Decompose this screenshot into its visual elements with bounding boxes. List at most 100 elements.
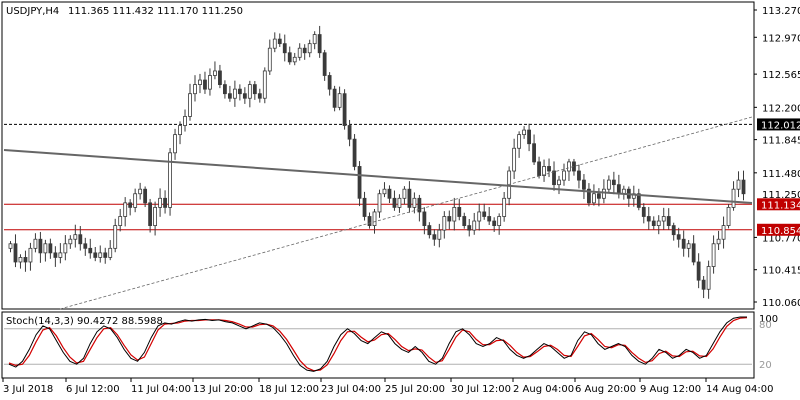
- candle-body: [148, 202, 153, 226]
- candle-body: [78, 234, 83, 245]
- x-tick-label: 3 Jul 2018: [3, 384, 53, 395]
- candle-body: [562, 170, 566, 181]
- axis-layer: 113.270 112.970 112.565 112.200 111.845 111.4…: [2, 6, 800, 395]
- price-label-box: [757, 198, 800, 211]
- candle-body: [457, 206, 462, 217]
- candle-body: [477, 211, 482, 222]
- y-tick-label: 112.565: [762, 70, 800, 81]
- candle-body: [407, 188, 412, 208]
- stoch-signal-line: [8, 317, 748, 372]
- descending-trendline: [3, 149, 753, 204]
- candle-body: [706, 266, 711, 290]
- candle-body: [103, 252, 108, 258]
- candle-body: [721, 225, 726, 240]
- candle-body: [462, 216, 467, 226]
- candle-body: [188, 93, 192, 117]
- candle-body: [387, 188, 392, 199]
- stoch-layer: [4, 316, 752, 372]
- candle-body: [557, 179, 561, 186]
- candle-body: [123, 202, 128, 217]
- stoch-main-line: [8, 316, 747, 372]
- ohlc-readout: 111.365 111.432 111.170 111.250: [68, 6, 243, 17]
- candle-body: [686, 243, 691, 249]
- candle-body: [292, 56, 297, 63]
- candle-body: [43, 243, 48, 254]
- x-tick-label: 25 Jul 20:00: [385, 384, 445, 395]
- candle-body: [671, 225, 676, 236]
- candle-body: [382, 188, 387, 195]
- candle-body: [527, 129, 531, 145]
- candle-body: [287, 52, 292, 63]
- price-layer: [3, 25, 753, 310]
- candle-body: [317, 34, 322, 54]
- price-label: 110.854: [761, 226, 800, 237]
- candle-body: [606, 179, 611, 190]
- candle-body: [736, 179, 741, 190]
- candle-body: [422, 211, 427, 226]
- candle-body: [173, 134, 177, 154]
- candle-body: [342, 93, 347, 126]
- price-label-box: [757, 223, 800, 236]
- stoch-pane-frame: [1, 311, 755, 379]
- candle-body: [267, 47, 272, 72]
- candle-body: [28, 247, 33, 263]
- candle-body: [432, 234, 437, 240]
- price-pane-frame: [1, 1, 755, 310]
- candle-body: [492, 220, 497, 226]
- candle-body: [357, 166, 362, 199]
- candle-body: [577, 170, 581, 181]
- candle-body: [272, 38, 277, 49]
- candle-body: [252, 84, 257, 95]
- candle-body: [198, 79, 202, 85]
- candle-body: [178, 125, 182, 136]
- candle-body: [242, 93, 247, 99]
- candle-body: [213, 70, 217, 76]
- candle-body: [257, 93, 262, 99]
- candle-body: [183, 116, 187, 126]
- price-label: 112.012: [761, 120, 800, 131]
- y-tick-label: 111.480: [762, 169, 800, 180]
- stoch-upper-level-label: 80: [759, 320, 772, 331]
- candle-body: [397, 197, 402, 208]
- candle-body: [237, 88, 242, 95]
- x-tick-label: 30 Jul 12:00: [451, 384, 511, 395]
- candle-body: [18, 257, 23, 263]
- candle-body: [691, 243, 696, 263]
- stoch-top-label: 100: [759, 314, 778, 325]
- candle-body: [108, 247, 113, 258]
- candle-body: [681, 238, 686, 249]
- candle-body: [113, 225, 118, 249]
- candle-body: [567, 161, 571, 172]
- candle-body: [427, 225, 432, 236]
- candle-body: [537, 161, 541, 176]
- candle-body: [601, 188, 606, 199]
- candle-body: [482, 211, 487, 217]
- candle-body: [168, 152, 172, 208]
- candle-body: [522, 129, 527, 136]
- price-label: 111.250: [762, 190, 800, 201]
- candle-body: [98, 252, 103, 258]
- candle-body: [372, 211, 377, 226]
- candle-body: [327, 75, 332, 90]
- candle-body: [552, 170, 556, 186]
- candle-body: [133, 193, 138, 208]
- candle-body: [532, 143, 536, 163]
- candle-body: [741, 179, 746, 195]
- x-tick-label: 23 Jul 04:00: [321, 384, 381, 395]
- candle-body: [711, 243, 716, 267]
- candle-body: [646, 216, 651, 222]
- candle-body: [297, 47, 302, 58]
- candle-body: [93, 252, 98, 258]
- candle-body: [661, 216, 666, 222]
- candle-body: [731, 188, 736, 208]
- candle-body: [636, 193, 641, 208]
- y-tick-label: 112.200: [762, 103, 800, 114]
- candle-body: [592, 193, 596, 204]
- candle-body: [412, 197, 417, 208]
- candle-body: [193, 84, 197, 95]
- candle-body: [437, 229, 442, 240]
- candle-body: [312, 34, 317, 45]
- candle-body: [472, 220, 477, 231]
- candle-body: [332, 88, 337, 108]
